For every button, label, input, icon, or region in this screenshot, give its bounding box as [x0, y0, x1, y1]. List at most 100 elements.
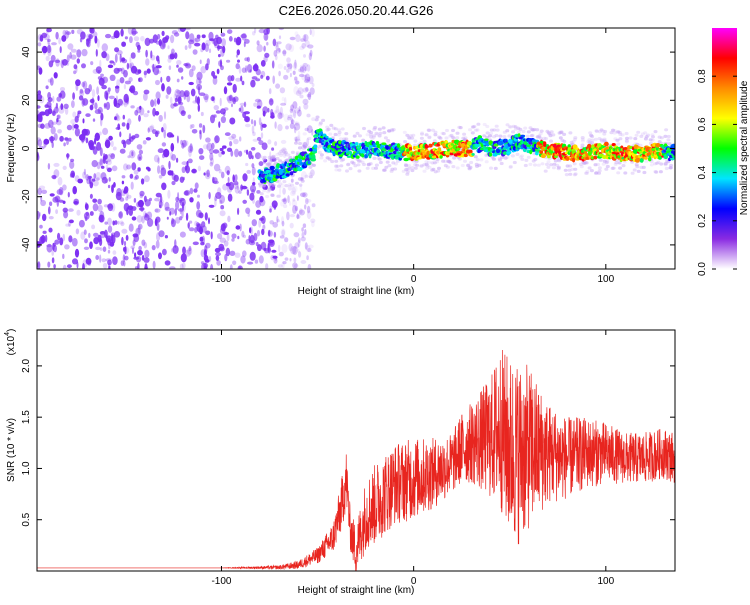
spectrogram-signal-halo	[634, 163, 639, 167]
spectrogram-noise-blob	[48, 216, 54, 220]
spectrogram-signal-halo	[345, 169, 349, 173]
spectrogram-noise-blob	[46, 45, 52, 54]
colorbar-tick-label: 0.4	[697, 165, 708, 179]
spectrogram-signal-halo	[657, 135, 662, 139]
spectrogram-noise-blob	[301, 143, 308, 148]
spectrogram-noise-blob	[133, 170, 139, 175]
spectrogram-noise-blob	[91, 224, 96, 230]
spectrogram-noise-blob	[198, 92, 206, 96]
spectrogram-noise-blob	[311, 28, 315, 37]
spectrogram-noise-blob	[120, 28, 124, 37]
spectrogram-noise-blob	[141, 215, 145, 224]
spectrogram-noise-blob	[237, 235, 240, 240]
spectrogram-noise-blob	[81, 128, 88, 136]
spectrogram-noise-blob	[289, 108, 294, 113]
spectrogram-noise-blob	[102, 76, 109, 84]
spectrogram-noise-blob	[294, 59, 297, 69]
spectrogram-noise-blob	[164, 260, 171, 266]
spectrogram-noise-blob	[162, 153, 165, 159]
spectrogram-signal-halo	[624, 140, 629, 144]
spectrogram-noise-blob	[302, 65, 306, 74]
spectrogram-signal-halo	[425, 166, 429, 170]
spectrogram-noise-blob	[201, 42, 206, 51]
spectrogram-signal-halo	[605, 159, 610, 163]
spectrogram-noise-blob	[202, 225, 207, 233]
spectrogram-signal-point	[469, 149, 473, 154]
spectrogram-noise-blob	[176, 135, 179, 144]
spectrogram-noise-blob	[181, 110, 186, 114]
spectrogram-noise-blob	[281, 243, 288, 253]
spectrogram-noise-blob	[298, 251, 302, 258]
spectrogram-noise-blob	[125, 96, 129, 104]
spectrogram-noise-blob	[184, 45, 188, 50]
spectrogram-noise-blob	[108, 177, 111, 182]
spectrogram-noise-blob	[52, 95, 55, 103]
spectrogram-xlabel: Height of straight line (km)	[298, 286, 415, 297]
spectrogram-noise-blob	[218, 168, 222, 174]
spectrogram-noise-blob	[123, 163, 129, 171]
spectrogram-noise-blob	[303, 103, 309, 110]
spectrogram-noise-blob	[112, 220, 115, 226]
spectrogram-signal-halo	[555, 163, 560, 167]
spectrogram-noise-blob	[44, 234, 48, 243]
spectrogram-noise-blob	[274, 256, 278, 261]
spectrogram-noise-blob	[208, 192, 211, 200]
spectrogram-noise-blob	[182, 262, 186, 269]
spectrogram-noise-blob	[242, 111, 247, 119]
spectrogram-noise-blob	[227, 215, 231, 223]
spectrogram-noise-blob	[263, 247, 267, 252]
spectrogram-signal-halo	[529, 134, 534, 138]
spectrogram-signal-halo	[357, 169, 362, 173]
spectrogram-signal-halo	[590, 140, 595, 145]
spectrogram-noise-blob	[279, 106, 283, 116]
spectrogram-noise-blob	[238, 266, 242, 269]
spectrogram-noise-blob	[171, 217, 175, 225]
spectrogram-noise-blob	[304, 73, 311, 83]
spectrogram-noise-blob	[156, 222, 160, 231]
colorbar-label: Normalized spectral amplitude	[739, 80, 750, 215]
spectrogram-signal-halo	[262, 157, 267, 161]
spectrogram-signal-halo	[587, 140, 592, 144]
spectrogram-noise-blob	[65, 223, 71, 227]
spectrogram-noise-blob	[154, 111, 160, 116]
spectrogram-noise-blob	[181, 210, 184, 219]
spectrogram-noise-blob	[144, 199, 151, 207]
spectrogram-signal-halo	[424, 160, 429, 164]
spectrogram-noise-blob	[269, 220, 275, 225]
spectrogram-noise-blob	[75, 228, 80, 235]
spectrogram-noise-blob	[129, 149, 136, 159]
spectrogram-signal-halo	[516, 126, 521, 130]
spectrogram-signal-halo	[484, 160, 489, 164]
spectrogram-noise-blob	[124, 36, 128, 40]
spectrogram-signal-halo	[372, 156, 377, 160]
spectrogram-signal-halo	[602, 132, 607, 136]
spectrogram-noise-blob	[249, 192, 255, 201]
spectrogram-signal-point	[639, 158, 644, 163]
spectrogram-noise-blob	[81, 63, 86, 69]
spectrogram-signal-halo	[570, 142, 575, 146]
spectrogram-noise-blob	[283, 74, 289, 80]
spectrogram-signal-halo	[365, 166, 370, 170]
spectrogram-noise-blob	[51, 174, 57, 179]
spectrogram-noise-blob	[256, 229, 261, 237]
spectrogram-noise-blob	[49, 193, 55, 197]
spectrogram-signal-halo	[419, 164, 424, 168]
snr-ylabel: SNR (10 * v/v)	[6, 418, 17, 482]
spectrogram-noise-blob	[113, 97, 118, 107]
spectrogram-signal-halo	[590, 138, 595, 142]
spectrogram-signal-halo	[570, 167, 575, 171]
spectrogram-noise-blob	[281, 96, 285, 102]
spectrogram-noise-blob	[176, 60, 182, 65]
spectrogram-noise-blob	[144, 175, 150, 183]
spectrogram-signal-halo	[668, 166, 673, 170]
spectrogram-noise-blob	[240, 105, 244, 114]
spectrogram-noise-blob	[158, 230, 165, 238]
spectrogram-signal-halo	[407, 136, 412, 140]
spectrogram-noise-blob	[191, 168, 197, 174]
spectrogram-noise-blob	[245, 207, 251, 214]
spectrogram-noise-blob	[235, 225, 241, 230]
spectrogram-noise-blob	[123, 93, 129, 103]
spectrogram-noise-blob	[310, 169, 315, 177]
spectrogram-noise-blob	[40, 234, 46, 244]
spectrogram-signal-halo	[663, 163, 668, 167]
